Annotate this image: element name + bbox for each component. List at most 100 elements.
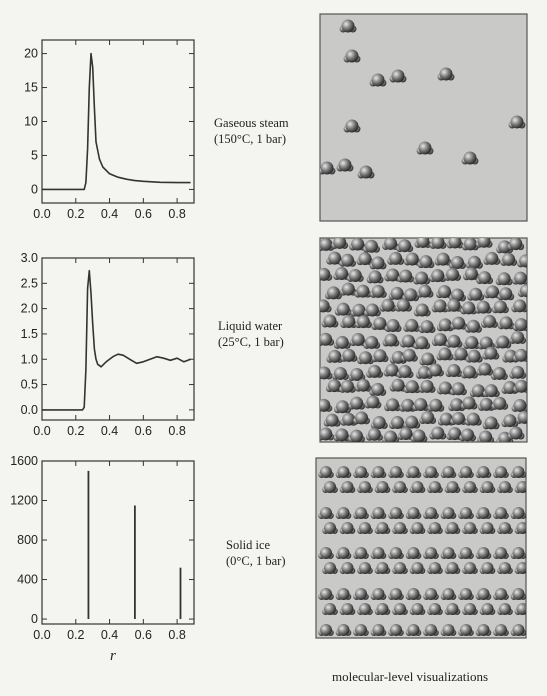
oxygen-atom: [405, 415, 419, 429]
oxygen-atom: [389, 251, 403, 265]
vis-content: [318, 466, 526, 636]
water-molecule: [392, 562, 408, 574]
oxygen-atom: [515, 379, 527, 393]
water-molecule: [510, 547, 526, 559]
water-molecule: [450, 411, 467, 425]
water-molecule: [429, 426, 447, 440]
water-molecule: [370, 588, 387, 600]
oxygen-atom: [415, 303, 429, 317]
y-tick-label: 20: [24, 47, 38, 61]
oxygen-atom: [325, 413, 339, 427]
oxygen-atom: [421, 352, 435, 366]
water-molecule: [497, 522, 513, 534]
water-molecule: [363, 335, 381, 349]
water-molecule: [444, 267, 462, 281]
oxygen-atom: [499, 481, 511, 493]
oxygen-atom: [407, 466, 420, 478]
oxygen-atom: [355, 411, 369, 425]
water-molecule: [371, 316, 389, 330]
water-molecule: [460, 301, 478, 315]
water-molecule: [353, 624, 369, 636]
oxygen-atom: [464, 522, 476, 534]
oxygen-atom: [336, 400, 350, 414]
water-molecule: [366, 364, 384, 378]
water-molecule: [370, 416, 388, 430]
water-label-line2: (25°C, 1 bar): [218, 335, 284, 349]
water-molecule: [418, 379, 436, 393]
oxygen-atom: [495, 466, 507, 478]
water-molecule: [334, 400, 351, 414]
water-molecule: [405, 624, 422, 636]
water-molecule: [462, 603, 478, 615]
water-molecule: [318, 624, 334, 636]
water-molecule: [374, 603, 391, 615]
oxygen-atom: [324, 481, 336, 493]
water-molecule: [444, 603, 461, 615]
water-molecule: [458, 507, 474, 519]
oxygen-atom: [368, 364, 382, 378]
oxygen-atom: [337, 547, 350, 559]
water-molecule: [479, 481, 496, 494]
water-molecule: [497, 287, 515, 301]
oxygen-atom: [341, 603, 354, 615]
water-molecule: [497, 316, 515, 330]
water-molecule: [417, 255, 435, 269]
water-molecule: [322, 522, 338, 534]
oxygen-atom: [373, 349, 387, 363]
water-molecule: [436, 318, 454, 332]
oxygen-atom: [464, 562, 476, 574]
water-molecule: [491, 300, 509, 314]
water-molecule: [397, 269, 415, 283]
vis-content: [320, 19, 526, 179]
oxygen-atom: [350, 396, 364, 410]
water-molecule: [409, 603, 426, 615]
y-tick-label: 15: [24, 81, 38, 95]
oxygen-atom: [320, 332, 333, 346]
water-molecule: [366, 270, 384, 284]
oxygen-atom: [394, 522, 406, 534]
water-molecule: [437, 67, 455, 81]
water-molecule: [369, 382, 387, 396]
oxygen-atom: [320, 427, 333, 441]
water-molecule: [427, 363, 444, 377]
x-tick-label: 0.4: [101, 628, 118, 642]
water-molecule: [511, 299, 527, 313]
water-molecule: [507, 238, 525, 251]
water-molecule: [494, 335, 512, 349]
water-molecule: [339, 481, 356, 494]
oxygen-atom: [495, 547, 507, 559]
oxygen-atom: [486, 285, 500, 299]
water-molecule: [508, 115, 526, 129]
oxygen-atom: [411, 603, 424, 615]
y-tick-label: 800: [17, 533, 38, 547]
oxygen-atom: [355, 547, 367, 559]
water-molecule: [396, 239, 414, 253]
water-molecule: [460, 365, 478, 379]
oxygen-atom: [492, 366, 506, 380]
oxygen-atom: [342, 348, 356, 362]
oxygen-atom: [438, 381, 452, 395]
oxygen-atom: [495, 624, 507, 636]
water-molecule: [320, 299, 332, 313]
oxygen-atom: [477, 624, 490, 636]
water-molecule: [363, 239, 380, 253]
oxygen-atom: [464, 481, 476, 493]
oxygen-atom: [499, 316, 513, 330]
water-molecule: [357, 603, 373, 615]
water-molecule: [423, 624, 439, 636]
water-molecule: [388, 507, 404, 519]
water-molecule: [323, 413, 341, 427]
oxygen-atom: [320, 466, 332, 478]
oxygen-atom: [328, 349, 342, 363]
oxygen-atom: [503, 414, 517, 428]
oxygen-atom: [376, 522, 389, 534]
oxygen-atom: [405, 252, 419, 266]
water-molecule: [462, 481, 478, 494]
oxygen-atom: [477, 238, 491, 248]
water-molecule: [464, 412, 482, 426]
water-molecule: [427, 481, 443, 494]
water-molecule: [427, 603, 443, 615]
oxygen-atom: [396, 298, 410, 312]
water-molecule: [510, 624, 526, 636]
oxygen-atom: [341, 522, 354, 534]
